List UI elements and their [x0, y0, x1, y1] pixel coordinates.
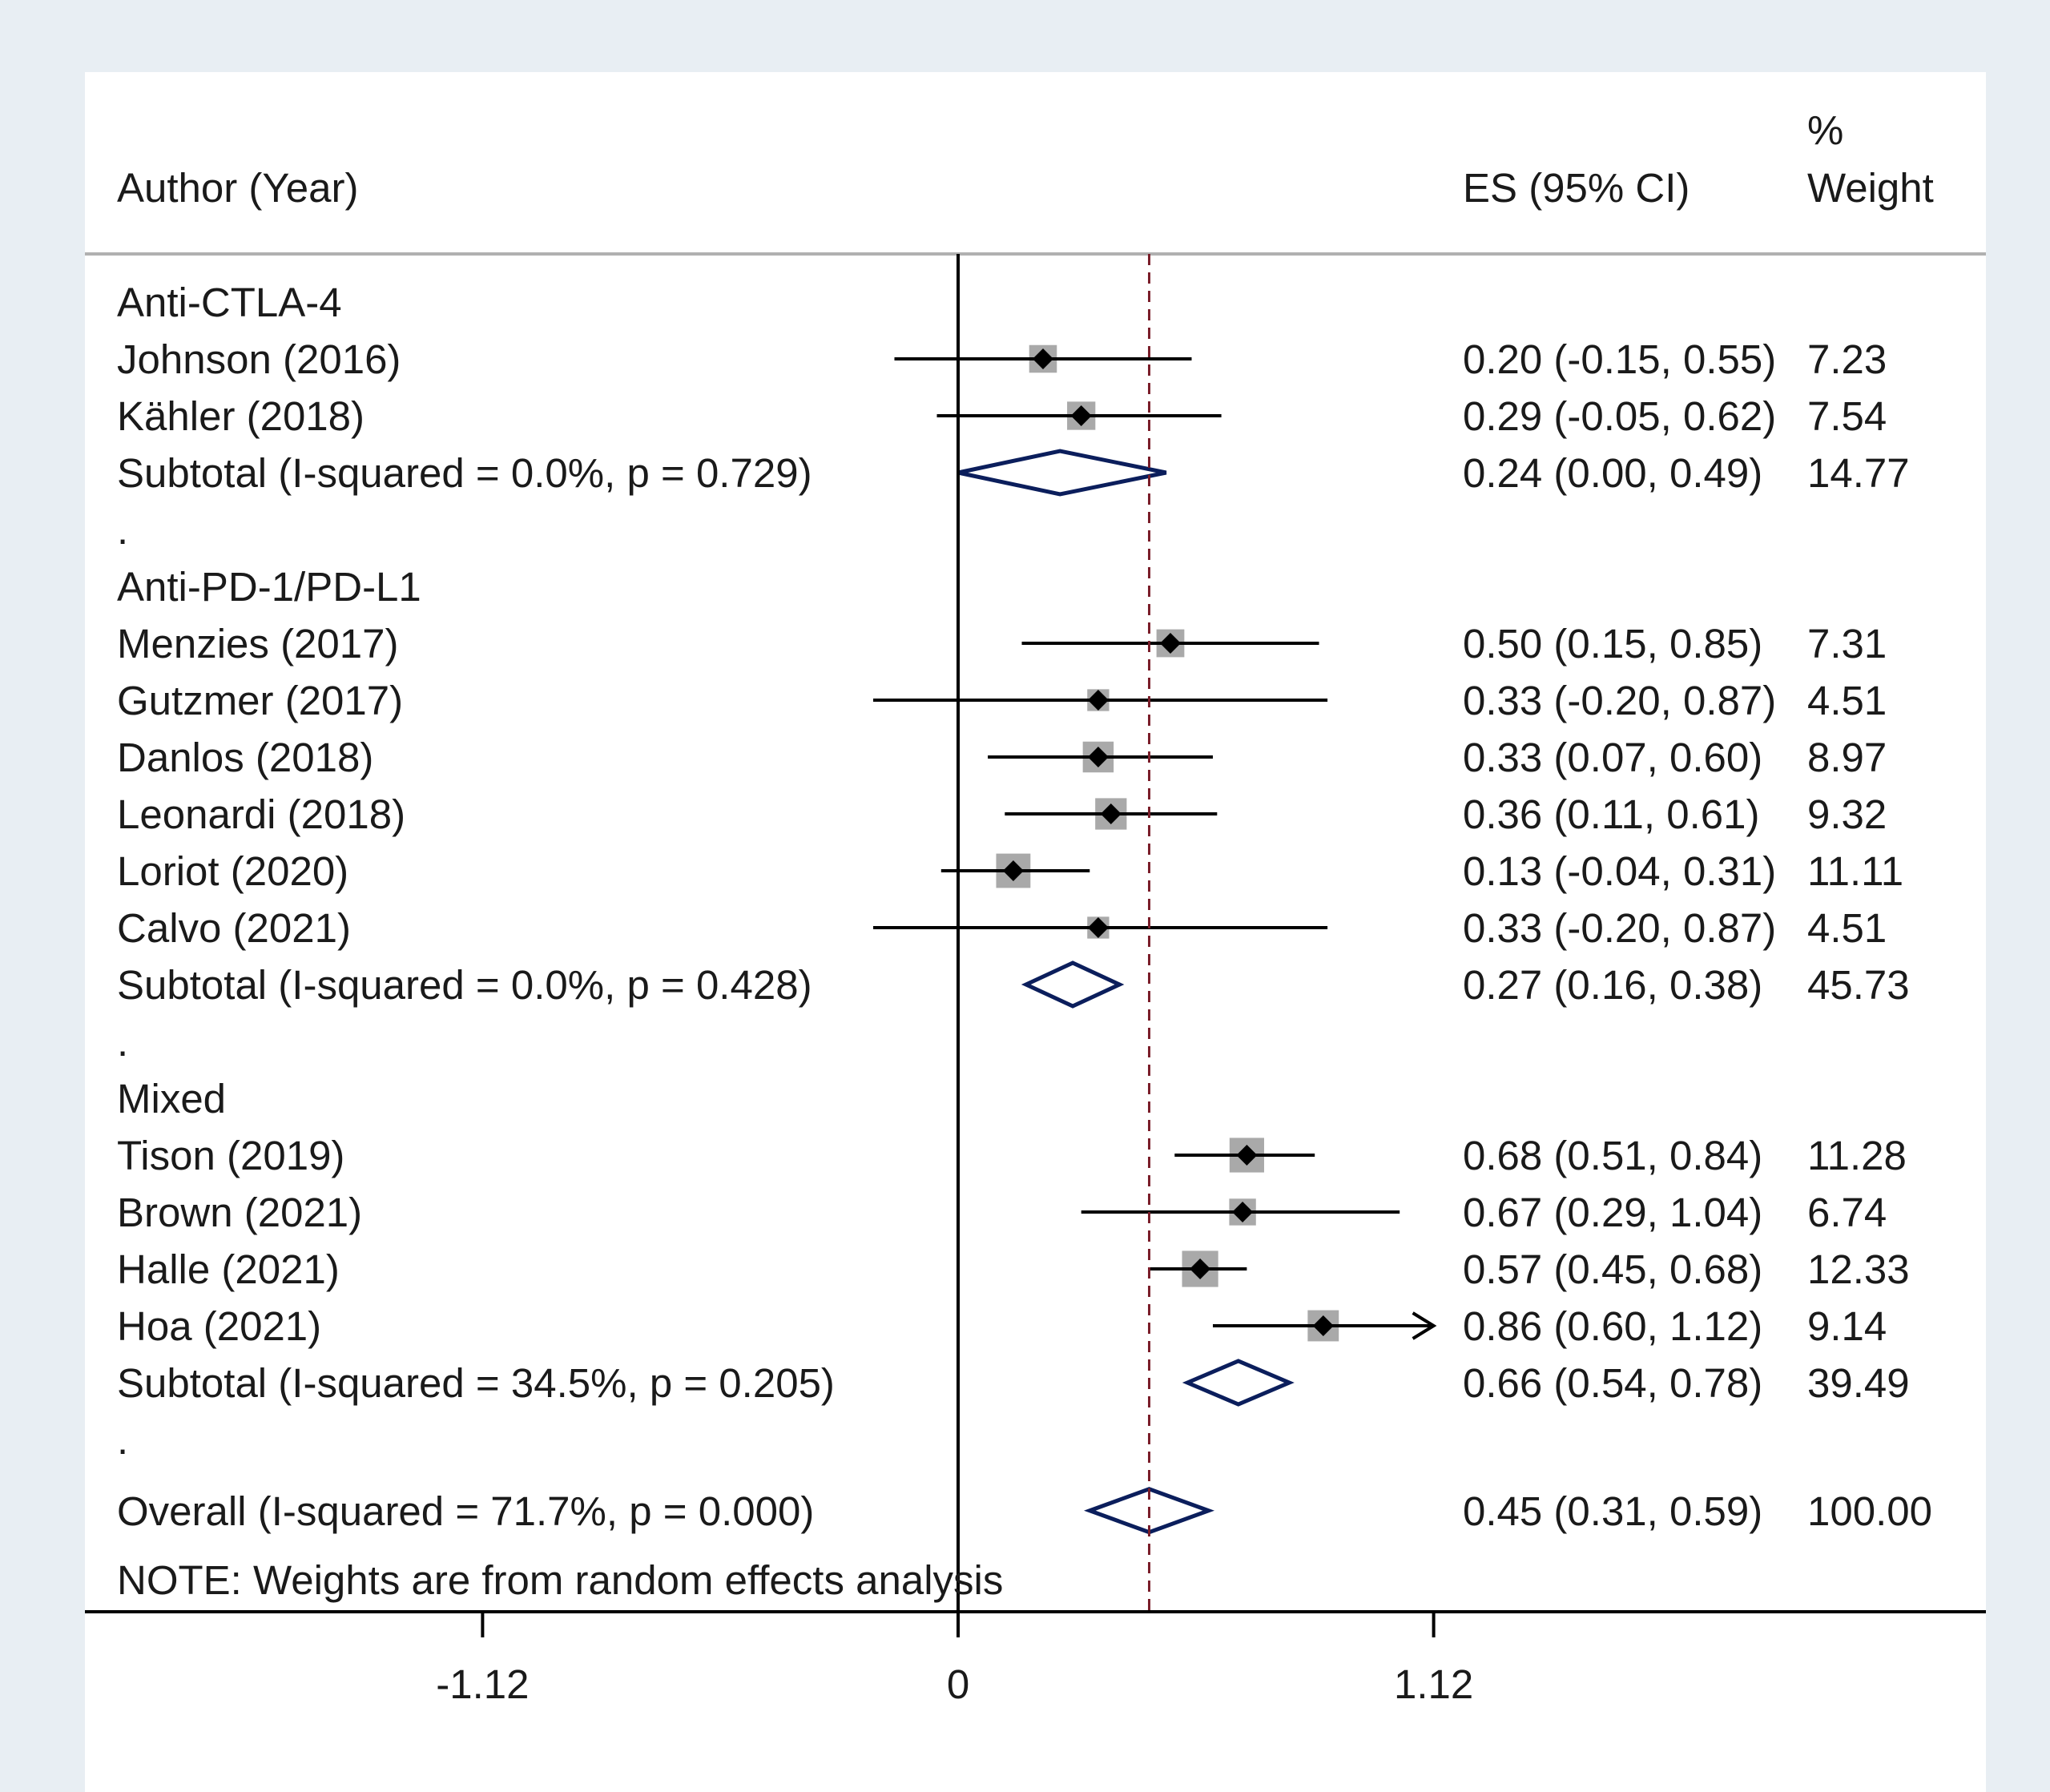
row-spacer: .	[117, 1417, 128, 1463]
study-es-ci: 0.33 (-0.20, 0.87)	[1463, 678, 1776, 723]
study-weight: 6.74	[1807, 1190, 1887, 1235]
study-weight: 9.32	[1807, 791, 1887, 837]
point-estimate	[1160, 633, 1181, 654]
study-es-ci: 0.33 (-0.20, 0.87)	[1463, 905, 1776, 951]
subtotal-es-ci: 0.27 (0.16, 0.38)	[1463, 962, 1762, 1008]
subtotal-es-ci: 0.66 (0.54, 0.78)	[1463, 1360, 1762, 1406]
subtotal-es-ci: 0.24 (0.00, 0.49)	[1463, 450, 1762, 496]
study-label: Loriot (2020)	[117, 848, 348, 894]
group-label: Anti-PD-1/PD-L1	[117, 564, 421, 610]
study-label: Kähler (2018)	[117, 393, 364, 439]
study-label: Johnson (2016)	[117, 336, 401, 382]
subtotal-label: Subtotal (I-squared = 0.0%, p = 0.729)	[117, 450, 812, 496]
x-tick-label: 1.12	[1394, 1661, 1473, 1707]
study-label: Leonardi (2018)	[117, 791, 405, 837]
study-label: Hoa (2021)	[117, 1303, 321, 1349]
point-estimate	[1033, 348, 1053, 369]
row-spacer: .	[117, 507, 128, 553]
study-weight: 4.51	[1807, 678, 1887, 723]
study-es-ci: 0.68 (0.51, 0.84)	[1463, 1133, 1762, 1178]
point-estimate	[1232, 1202, 1254, 1222]
study-weight: 8.97	[1807, 735, 1887, 780]
subtotal-weight: 39.49	[1807, 1360, 1910, 1406]
ci-arrow-head	[1412, 1311, 1437, 1340]
study-weight: 4.51	[1807, 905, 1887, 951]
point-estimate	[1312, 1315, 1334, 1336]
subtotal-diamond	[957, 449, 1167, 497]
study-weight: 11.11	[1807, 848, 1903, 894]
point-estimate	[1070, 405, 1092, 426]
point-estimate	[1087, 747, 1109, 767]
forest-plot: Author (Year) ES (95% CI) % Weight Anti-…	[85, 107, 1986, 1707]
subtotal-diamond	[1182, 1359, 1295, 1407]
point-estimate	[1236, 1145, 1258, 1166]
study-weight: 9.14	[1807, 1303, 1887, 1349]
study-label: Brown (2021)	[117, 1190, 362, 1235]
subtotal-weight: 45.73	[1807, 962, 1910, 1008]
study-es-ci: 0.86 (0.60, 1.12)	[1463, 1303, 1762, 1349]
header-es-ci: ES (95% CI)	[1463, 165, 1690, 211]
study-es-ci: 0.50 (0.15, 0.85)	[1463, 621, 1762, 666]
study-weight: 7.54	[1807, 393, 1887, 439]
point-estimate	[1087, 917, 1109, 938]
group-label: Anti-CTLA-4	[117, 280, 342, 325]
subtotal-label: Subtotal (I-squared = 0.0%, p = 0.428)	[117, 962, 812, 1008]
overall-diamond	[1083, 1487, 1215, 1535]
study-weight: 12.33	[1807, 1246, 1910, 1292]
study-label: Halle (2021)	[117, 1246, 340, 1292]
header-author-year: Author (Year)	[117, 165, 358, 211]
overall-es-ci: 0.45 (0.31, 0.59)	[1463, 1488, 1762, 1534]
study-es-ci: 0.67 (0.29, 1.04)	[1463, 1190, 1762, 1235]
group-label: Mixed	[117, 1076, 226, 1122]
study-es-ci: 0.36 (0.11, 0.61)	[1463, 791, 1759, 837]
point-estimate	[1100, 803, 1122, 824]
study-weight: 7.31	[1807, 621, 1887, 666]
header-weight: Weight	[1807, 165, 1934, 211]
subtotal-diamond	[1021, 960, 1125, 1009]
study-weight: 7.23	[1807, 336, 1887, 382]
study-es-ci: 0.57 (0.45, 0.68)	[1463, 1246, 1762, 1292]
study-label: Gutzmer (2017)	[117, 678, 403, 723]
header-weight-percent: %	[1807, 107, 1843, 153]
study-es-ci: 0.13 (-0.04, 0.31)	[1463, 848, 1776, 894]
x-tick-label: 0	[947, 1661, 969, 1707]
study-label: Menzies (2017)	[117, 621, 399, 666]
overall-label: Overall (I-squared = 71.7%, p = 0.000)	[117, 1488, 814, 1534]
study-es-ci: 0.33 (0.07, 0.60)	[1463, 735, 1762, 780]
overall-weight: 100.00	[1807, 1488, 1932, 1534]
study-weight: 11.28	[1807, 1133, 1907, 1178]
study-label: Tison (2019)	[117, 1133, 344, 1178]
subtotal-weight: 14.77	[1807, 450, 1910, 496]
x-tick-label: -1.12	[436, 1661, 529, 1707]
study-label: Danlos (2018)	[117, 735, 373, 780]
point-estimate	[1190, 1258, 1211, 1279]
subtotal-label: Subtotal (I-squared = 34.5%, p = 0.205)	[117, 1360, 835, 1406]
study-es-ci: 0.29 (-0.05, 0.62)	[1463, 393, 1776, 439]
point-estimate	[1087, 690, 1109, 711]
row-spacer: .	[117, 1019, 128, 1065]
study-es-ci: 0.20 (-0.15, 0.55)	[1463, 336, 1776, 382]
point-estimate	[1002, 860, 1024, 881]
note-text: NOTE: Weights are from random effects an…	[117, 1557, 1003, 1603]
study-label: Calvo (2021)	[117, 905, 351, 951]
forest-plot-panel: Author (Year) ES (95% CI) % Weight Anti-…	[85, 72, 1986, 1792]
